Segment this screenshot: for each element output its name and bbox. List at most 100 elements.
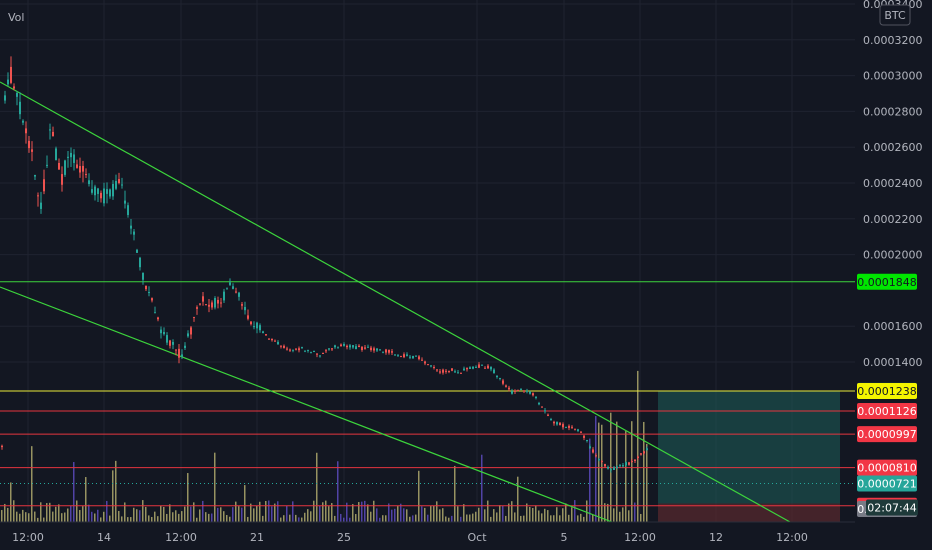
candle-body	[172, 342, 174, 345]
volume-bar	[22, 509, 24, 522]
price-axis-tick-label: 0.0002000	[863, 249, 923, 262]
volume-bar	[70, 505, 72, 522]
volume-legend-label[interactable]: Vol	[8, 11, 24, 24]
candle-body	[421, 359, 423, 361]
candle-body	[448, 370, 450, 372]
volume-bar	[235, 501, 237, 522]
volume-bar	[253, 508, 255, 522]
volume-bar	[553, 515, 555, 522]
volume-bar	[13, 500, 15, 522]
volume-bar	[586, 500, 588, 522]
volume-bar	[343, 517, 345, 522]
time-axis[interactable]: 12:00 14 12:00 21 25 Oct 5 12:00 12 12:00	[12, 531, 808, 544]
candle-body	[130, 225, 132, 229]
volume-bar	[505, 515, 507, 522]
volume-bar	[460, 516, 462, 522]
price-axis-tick-label: 0.0003200	[863, 34, 923, 47]
volume-bar	[358, 502, 360, 522]
volume-bar	[643, 421, 645, 522]
candle-body	[628, 462, 630, 465]
countdown-tag: 02:07:44	[866, 499, 918, 516]
candle-body	[184, 345, 186, 348]
volume-bar	[295, 514, 297, 522]
price-tag-box	[857, 426, 917, 443]
volume-bar	[592, 514, 594, 522]
price-tag: 0.0000721	[857, 475, 917, 492]
candle-body	[361, 346, 363, 351]
volume-bar	[514, 512, 516, 522]
volume-bar	[382, 515, 384, 522]
volume-bar	[259, 501, 261, 522]
volume-bar	[337, 461, 339, 522]
volume-bar	[277, 501, 279, 522]
volume-bar	[262, 515, 264, 522]
volume-bar	[325, 500, 327, 522]
volume-bar	[166, 513, 168, 522]
candle-body	[31, 149, 33, 152]
volume-bar	[142, 500, 144, 522]
candle-body	[496, 376, 498, 378]
volume-bar	[472, 513, 474, 522]
volume-bar	[280, 517, 282, 522]
candle-body	[247, 315, 249, 319]
volume-bar	[310, 511, 312, 522]
candle-body	[616, 466, 618, 469]
candle-body	[640, 453, 642, 455]
candle-body	[22, 120, 24, 123]
volume-bar	[577, 515, 579, 522]
volume-bar	[424, 507, 426, 522]
volume-bar	[232, 507, 234, 522]
volume-bar	[208, 513, 210, 522]
volume-bar	[46, 503, 48, 522]
candle-body	[340, 344, 342, 347]
candle-body	[292, 349, 294, 351]
candle-body	[553, 421, 555, 424]
candle-body	[346, 345, 348, 348]
volume-bar	[82, 506, 84, 522]
currency-badge[interactable]: BTC	[879, 4, 911, 26]
candle-body	[535, 396, 537, 398]
candle-body	[73, 154, 75, 163]
volume-bar	[604, 503, 606, 522]
volume-bar	[274, 503, 276, 522]
candle-body	[439, 371, 441, 373]
volume-bar	[478, 507, 480, 522]
price-tags: 0.00018480.00012390.00012380.00011260.00…	[857, 273, 918, 517]
volume-bar	[550, 515, 552, 522]
candle-body	[343, 344, 345, 346]
candle-body	[271, 338, 273, 341]
candle-body	[25, 128, 27, 134]
candle-body	[244, 306, 246, 311]
volume-bar	[541, 513, 543, 522]
countdown-box	[866, 499, 918, 516]
volume-bar	[466, 514, 468, 522]
volume-bar	[322, 502, 324, 522]
candle-body	[277, 341, 279, 345]
price-axis-tick-label: 0.0001600	[863, 320, 923, 333]
price-tag: 0.0001238	[857, 382, 917, 399]
candle-body	[319, 355, 321, 357]
volume-bar	[283, 515, 285, 522]
candle-body	[463, 368, 465, 371]
candle-body	[613, 467, 615, 470]
candle-body	[274, 340, 276, 342]
candle-body	[199, 303, 201, 305]
price-axis-tick-label: 0.0002400	[863, 177, 923, 190]
candles	[1, 56, 648, 473]
volume-bar	[463, 504, 465, 522]
volume-bar	[31, 446, 33, 522]
candle-body	[451, 368, 453, 371]
volume-bar	[508, 503, 510, 522]
candle-body	[643, 451, 645, 454]
candle-body	[196, 307, 198, 309]
volume-bar	[199, 509, 201, 522]
volume-bar	[298, 517, 300, 522]
volume-bar	[10, 482, 12, 522]
candle-body	[646, 448, 648, 451]
candle-body	[484, 367, 486, 369]
candle-body	[160, 329, 162, 334]
candle-body	[481, 364, 483, 366]
candle-body	[124, 200, 126, 204]
